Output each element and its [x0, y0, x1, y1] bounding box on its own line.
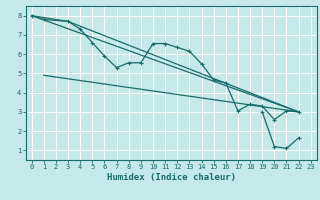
- X-axis label: Humidex (Indice chaleur): Humidex (Indice chaleur): [107, 173, 236, 182]
